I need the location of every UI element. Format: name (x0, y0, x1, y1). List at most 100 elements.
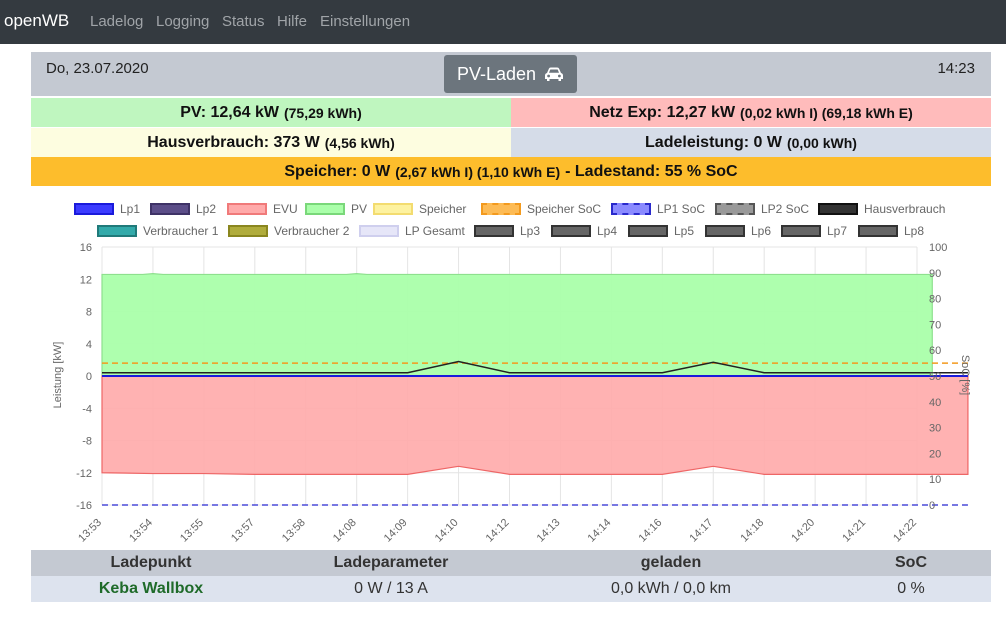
y-right-tick: 40 (929, 397, 941, 409)
house-consumption-cell: Hausverbrauch: 373 W (4,56 kWh) (31, 128, 511, 157)
legend-item-lp2-soc[interactable]: LP2 SoC (715, 202, 809, 216)
x-tick: 13:57 (229, 517, 257, 545)
legend-item-verbraucher-1[interactable]: Verbraucher 1 (97, 224, 218, 238)
y-left-tick: 4 (86, 339, 92, 351)
legend-item-lp4[interactable]: Lp4 (551, 224, 617, 238)
current-time: 14:23 (937, 60, 975, 77)
battery-energy-value: (2,67 kWh I) (1,10 kWh E) (395, 163, 561, 180)
series-pv-area (101, 273, 933, 377)
current-date: Do, 23.07.2020 (46, 60, 149, 77)
legend-item-evu[interactable]: EVU (227, 202, 298, 216)
charge-mode-button[interactable]: PV-Laden (444, 55, 577, 93)
y-right-tick: 90 (929, 268, 941, 280)
y-right-tick: 70 (929, 319, 941, 331)
legend-swatch (818, 203, 858, 215)
legend-label: Verbraucher 1 (143, 224, 219, 238)
legend-item-lp-gesamt[interactable]: LP Gesamt (359, 224, 465, 238)
legend-swatch (611, 203, 651, 215)
y-left-tick: 12 (80, 274, 92, 286)
y-left-tick: 0 (86, 371, 92, 383)
legend-label: Speicher SoC (527, 202, 602, 216)
grid-power-cell: Netz Exp: 12,27 kW (0,02 kWh I) (69,18 kW… (511, 98, 991, 127)
legend-label: Lp4 (597, 224, 618, 238)
legend-swatch (228, 225, 268, 237)
nav-einstellungen[interactable]: Einstellungen (320, 13, 411, 30)
y-right-tick: 0 (929, 500, 935, 512)
y-left-tick: -8 (82, 436, 92, 448)
legend-item-speicher[interactable]: Speicher (373, 202, 466, 216)
legend-item-lp8[interactable]: Lp8 (858, 224, 924, 238)
legend-swatch (359, 225, 399, 237)
legend-label: LP1 SoC (657, 202, 706, 216)
x-tick: 13:55 (178, 517, 206, 545)
brand-logo[interactable]: openWB (4, 11, 70, 30)
car-icon (545, 67, 564, 81)
legend-swatch (474, 225, 514, 237)
legend-item-verbraucher-2[interactable]: Verbraucher 2 (228, 224, 349, 238)
legend-label: Lp3 (520, 224, 541, 238)
chargepoint-charged: 0,0 kWh / 0,0 km (610, 580, 732, 597)
charge-power-value: Ladeleistung: 0 W (645, 133, 782, 151)
y-axis-right-label: SoC [%] (959, 355, 971, 395)
legend-label: Lp7 (827, 224, 848, 238)
chargepoint-name[interactable]: Keba Wallbox (98, 580, 204, 597)
y-left-tick: -16 (76, 500, 92, 512)
legend-swatch (705, 225, 745, 237)
pv-power-value: PV: 12,64 kW (180, 103, 279, 121)
y-axis-left-label: Leistung [kW] (52, 342, 64, 409)
house-consumption-value: Hausverbrauch: 373 W (147, 133, 320, 151)
legend-item-lp1[interactable]: Lp1 (74, 202, 140, 216)
x-tick: 14:14 (586, 517, 614, 545)
y-right-tick: 20 (929, 448, 941, 460)
legend-item-pv[interactable]: PV (305, 202, 367, 216)
legend-swatch (150, 203, 190, 215)
legend-label: Lp1 (120, 202, 141, 216)
charge-power-cell: Ladeleistung: 0 W (0,00 kWh) (511, 128, 991, 157)
charge-mode-label: PV-Laden (456, 63, 537, 84)
legend-item-lp3[interactable]: Lp3 (474, 224, 540, 238)
y-left-tick: -4 (82, 403, 92, 415)
x-tick: 13:58 (280, 517, 308, 545)
col-soc: SoC (895, 554, 927, 571)
nav-logging[interactable]: Logging (156, 13, 210, 30)
series-hausverbrauch-line (102, 360, 968, 374)
legend-item-lp1-soc[interactable]: LP1 SoC (611, 202, 705, 216)
legend-item-lp2[interactable]: Lp2 (150, 202, 216, 216)
y-right-tick: 10 (929, 474, 941, 486)
x-tick: 14:18 (738, 517, 766, 545)
battery-cell: Speicher: 0 W (2,67 kWh I) (1,10 kWh E) - … (31, 157, 991, 186)
x-tick: 14:16 (636, 517, 664, 545)
table-row[interactable]: Keba Wallbox 0 W / 13 A 0,0 kWh / 0,0 km… (31, 576, 991, 602)
y-left-tick: 16 (80, 242, 92, 254)
legend-item-lp5[interactable]: Lp5 (628, 224, 694, 238)
x-tick: 13:54 (127, 517, 155, 545)
battery-power-value: Speicher: 0 W (284, 162, 391, 180)
status-header: Do, 23.07.2020 PV-Laden 14:23 (31, 52, 991, 96)
x-tick: 14:17 (687, 517, 715, 545)
nav-ladelog[interactable]: Ladelog (90, 13, 144, 30)
pv-power-cell: PV: 12,64 kW (75,29 kWh) (31, 98, 511, 127)
legend-item-hausverbrauch[interactable]: Hausverbrauch (818, 202, 945, 216)
x-tick: 14:08 (331, 517, 359, 545)
house-energy-value: (4,56 kWh) (324, 134, 395, 151)
legend-item-speicher-soc[interactable]: Speicher SoC (481, 202, 601, 216)
x-tick: 14:20 (789, 517, 817, 545)
legend-label: Lp2 (196, 202, 217, 216)
legend-label: EVU (273, 202, 298, 216)
grid-power-value: Netz Exp: 12,27 kW (589, 103, 736, 121)
legend-item-lp7[interactable]: Lp7 (781, 224, 847, 238)
y-left-tick: 8 (86, 307, 92, 319)
nav-status[interactable]: Status (222, 13, 265, 30)
legend-label: PV (351, 202, 368, 216)
legend-swatch (715, 203, 755, 215)
legend-swatch (481, 203, 521, 215)
nav-hilfe[interactable]: Hilfe (277, 13, 308, 30)
grid-energy-value: (0,02 kWh I) (69,18 kWh E) (740, 104, 913, 121)
x-tick: 14:09 (382, 517, 410, 545)
legend-swatch (305, 203, 345, 215)
legend-item-lp6[interactable]: Lp6 (705, 224, 771, 238)
series-evu-area (101, 375, 969, 475)
y-left-tick: -12 (76, 468, 92, 480)
legend-label: LP Gesamt (405, 224, 465, 238)
legend-label: Speicher (419, 202, 467, 216)
